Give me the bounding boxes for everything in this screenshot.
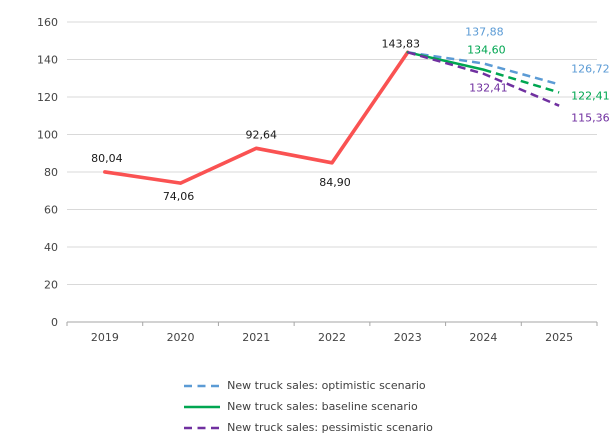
data-label-optimistic: 126,72 bbox=[571, 62, 610, 75]
legend-solid-line-icon bbox=[184, 405, 221, 408]
y-tick-label: 20 bbox=[44, 279, 58, 292]
x-tick-label: 2022 bbox=[318, 331, 346, 344]
series-line-baseline bbox=[483, 68, 560, 94]
legend-label-baseline: New truck sales: baseline scenario bbox=[227, 400, 418, 413]
legend-label-pessimistic: New truck sales: pessimistic scenario bbox=[227, 421, 433, 434]
y-tick-label: 60 bbox=[44, 204, 58, 217]
y-tick-label: 140 bbox=[37, 54, 58, 67]
data-label-pessimistic: 115,36 bbox=[571, 112, 610, 125]
data-label-historical: 92,64 bbox=[246, 128, 278, 141]
x-tick-label: 2020 bbox=[167, 331, 195, 344]
x-tick-label: 2025 bbox=[545, 331, 573, 344]
data-label-historical: 84,90 bbox=[319, 176, 351, 189]
x-tick-label: 2021 bbox=[242, 331, 270, 344]
legend-item-optimistic: New truck sales: optimistic scenario bbox=[183, 379, 433, 392]
data-label-historical: 143,83 bbox=[381, 37, 420, 50]
legend-item-pessimistic: New truck sales: pessimistic scenario bbox=[183, 421, 433, 434]
series-line-baseline bbox=[406, 51, 485, 71]
data-label-baseline: 122,41 bbox=[571, 89, 610, 102]
data-label-historical: 74,06 bbox=[163, 190, 195, 203]
series-line-historical bbox=[103, 50, 410, 185]
y-tick-label: 0 bbox=[51, 316, 58, 329]
x-tick-label: 2023 bbox=[394, 331, 422, 344]
legend-item-baseline: New truck sales: baseline scenario bbox=[183, 400, 433, 413]
legend-dashed-line-icon bbox=[184, 426, 221, 429]
x-tick-label: 2019 bbox=[91, 331, 119, 344]
data-label-historical: 80,04 bbox=[91, 152, 123, 165]
y-tick-label: 120 bbox=[37, 91, 58, 104]
legend-dashed-line-icon bbox=[184, 384, 221, 387]
data-label-baseline: 134,60 bbox=[467, 44, 506, 57]
y-tick-label: 160 bbox=[37, 16, 58, 29]
data-label-optimistic: 137,88 bbox=[465, 25, 504, 38]
chart-legend: New truck sales: optimistic scenario New… bbox=[183, 379, 433, 434]
legend-label-optimistic: New truck sales: optimistic scenario bbox=[227, 379, 426, 392]
x-tick-label: 2024 bbox=[469, 331, 497, 344]
y-tick-label: 100 bbox=[37, 129, 58, 142]
line-chart-plot-area: 0 20 40 60 80 100 120 140 160 2019 2020 2021 2022 202… bbox=[37, 16, 610, 344]
y-tick-label: 80 bbox=[44, 166, 58, 179]
data-label-pessimistic: 132,41 bbox=[469, 82, 508, 95]
series-line-pessimistic bbox=[407, 51, 560, 107]
y-tick-label: 40 bbox=[44, 241, 58, 254]
